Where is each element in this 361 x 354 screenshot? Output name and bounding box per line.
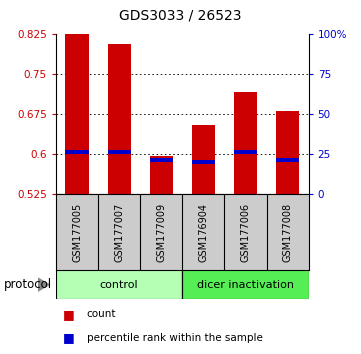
Bar — [192, 125, 215, 194]
Text: GSM177005: GSM177005 — [72, 202, 82, 262]
Text: count: count — [87, 309, 116, 320]
Bar — [65, 12, 88, 194]
Bar — [56, 270, 182, 299]
Bar — [65, 150, 88, 154]
Text: GDS3033 / 26523: GDS3033 / 26523 — [119, 8, 242, 22]
Bar — [192, 160, 215, 164]
Text: GSM177009: GSM177009 — [156, 202, 166, 262]
Bar — [234, 92, 257, 194]
Bar — [150, 155, 173, 194]
Text: dicer inactivation: dicer inactivation — [197, 280, 294, 290]
Bar — [182, 270, 309, 299]
Text: control: control — [100, 280, 138, 290]
Polygon shape — [38, 278, 51, 292]
Text: GSM177008: GSM177008 — [283, 202, 293, 262]
Bar — [276, 111, 299, 194]
Bar — [276, 158, 299, 162]
Text: ■: ■ — [63, 308, 75, 321]
Bar — [234, 150, 257, 154]
Text: GSM176904: GSM176904 — [198, 202, 208, 262]
Bar — [108, 150, 131, 154]
Text: percentile rank within the sample: percentile rank within the sample — [87, 332, 262, 343]
Bar — [108, 44, 131, 194]
Bar — [150, 158, 173, 162]
Text: GSM177007: GSM177007 — [114, 202, 124, 262]
Text: ■: ■ — [63, 331, 75, 344]
Text: GSM177006: GSM177006 — [240, 202, 251, 262]
Text: protocol: protocol — [4, 278, 52, 291]
